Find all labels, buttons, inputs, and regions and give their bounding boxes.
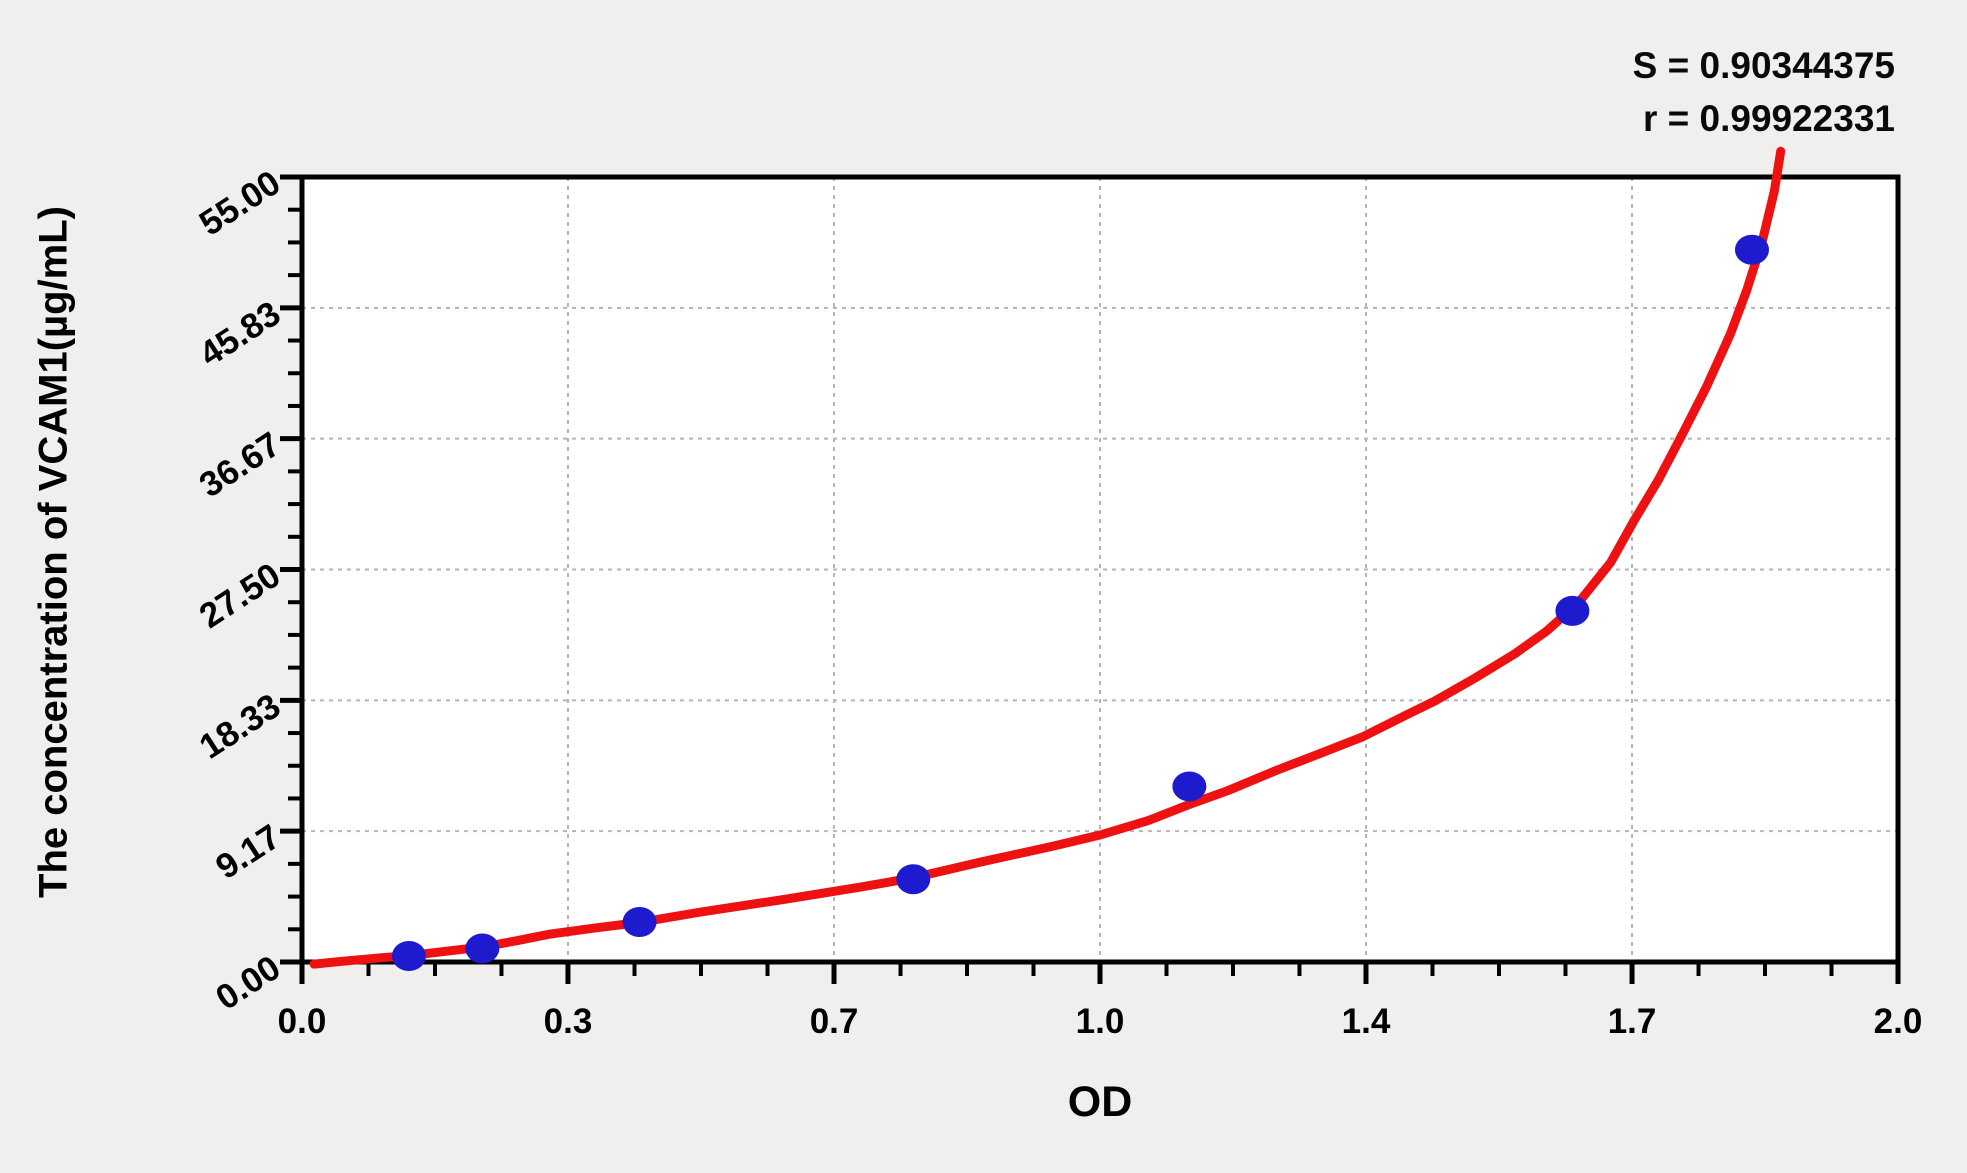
x-tick-label: 1.4: [1342, 1002, 1391, 1041]
data-point: [1734, 234, 1769, 265]
y-tick-label: 45.83: [193, 294, 288, 374]
x-tick-label: 0.3: [544, 1002, 593, 1041]
data-point: [622, 907, 657, 938]
x-axis-title: OD: [1067, 1078, 1133, 1126]
r-value-text: r = 0.99922331: [1642, 97, 1895, 139]
data-point: [1555, 595, 1590, 626]
x-tick-label: 0.7: [810, 1002, 859, 1041]
y-tick-label: 9.17: [209, 817, 287, 887]
y-tick-label: 27.50: [193, 556, 288, 636]
s-value-text: S = 0.90344375: [1632, 45, 1895, 86]
x-tick-label: 1.7: [1608, 1002, 1657, 1041]
y-tick-label: 55.00: [193, 163, 288, 243]
y-tick-label: 18.33: [193, 686, 288, 766]
x-tick-label: 2.0: [1874, 1002, 1923, 1041]
data-point: [391, 941, 426, 972]
fitted-curve: [309, 146, 1786, 969]
data-point: [1172, 771, 1207, 802]
x-tick-label: 1.0: [1076, 1002, 1125, 1041]
x-tick-label: 0.0: [278, 1002, 327, 1041]
data-point: [465, 933, 500, 964]
fit-statistics: S = 0.90344375 r = 0.99922331: [1633, 40, 1895, 145]
y-tick-label: 0.00: [209, 948, 287, 1018]
data-point: [896, 864, 931, 895]
y-tick-label: 36.67: [193, 425, 288, 505]
